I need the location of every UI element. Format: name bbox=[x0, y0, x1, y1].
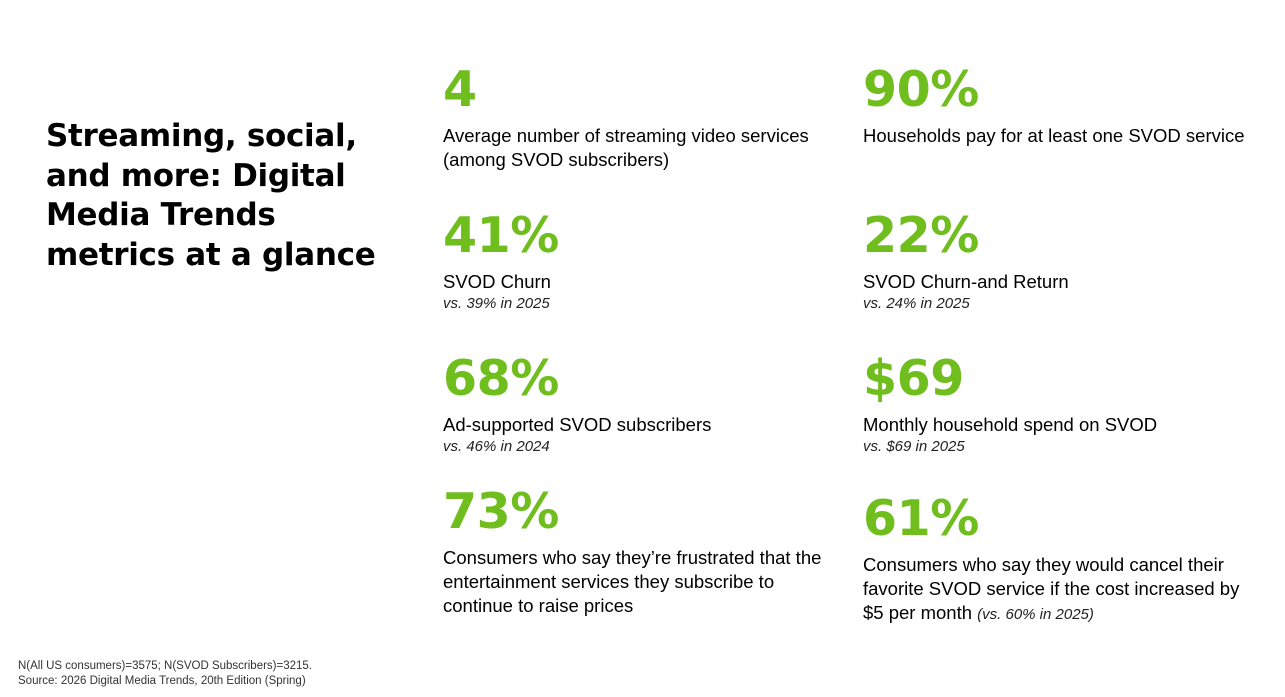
metric-value: 4 bbox=[443, 61, 477, 118]
metric-comparison: vs. 46% in 2024 bbox=[443, 438, 550, 455]
metric-churn-and-return: 22% SVOD Churn-and Return vs. 24% in 202… bbox=[863, 210, 1248, 314]
metric-households-svod: 90% Households pay for at least one SVOD… bbox=[863, 64, 1248, 148]
metric-value: 73% bbox=[443, 483, 559, 540]
footnote: N(All US consumers)=3575; N(SVOD Subscri… bbox=[18, 659, 312, 688]
metric-frustrated-prices: 73% Consumers who say they’re frustrated… bbox=[443, 486, 828, 618]
metric-value: $69 bbox=[863, 350, 964, 407]
metric-comparison: vs. 39% in 2025 bbox=[443, 295, 550, 312]
metric-label: Consumers who say they’re frustrated tha… bbox=[443, 547, 822, 616]
source-note: Source: 2026 Digital Media Trends, 20th … bbox=[18, 674, 306, 687]
metric-streaming-services: 4 Average number of streaming video serv… bbox=[443, 64, 828, 172]
metric-label: Average number of streaming video servic… bbox=[443, 125, 809, 170]
metric-monthly-spend: $69 Monthly household spend on SVOD vs. … bbox=[863, 353, 1248, 457]
metric-label: SVOD Churn-and Return bbox=[863, 271, 1069, 292]
metric-value: 41% bbox=[443, 207, 559, 264]
metric-comparison: vs. $69 in 2025 bbox=[863, 438, 965, 455]
metric-value: 90% bbox=[863, 61, 979, 118]
metric-value: 68% bbox=[443, 350, 559, 407]
metric-label: Consumers who say they would cancel thei… bbox=[863, 554, 1240, 623]
metric-would-cancel: 61% Consumers who say they would cancel … bbox=[863, 493, 1258, 627]
metric-label: SVOD Churn bbox=[443, 271, 551, 292]
metric-label-wrapper: Consumers who say they would cancel thei… bbox=[863, 553, 1258, 627]
metric-comparison: vs. 24% in 2025 bbox=[863, 295, 970, 312]
metric-value: 22% bbox=[863, 207, 979, 264]
metric-svod-churn: 41% SVOD Churn vs. 39% in 2025 bbox=[443, 210, 828, 314]
metric-ad-supported: 68% Ad-supported SVOD subscribers vs. 46… bbox=[443, 353, 828, 457]
metric-label: Ad-supported SVOD subscribers bbox=[443, 414, 712, 435]
sample-size-note: N(All US consumers)=3575; N(SVOD Subscri… bbox=[18, 660, 313, 672]
metric-label: Monthly household spend on SVOD bbox=[863, 414, 1158, 435]
metric-comparison: (vs. 60% in 2025) bbox=[977, 606, 1094, 623]
page-title: Streaming, social, and more: Digital Med… bbox=[46, 118, 376, 273]
metric-value: 61% bbox=[863, 490, 979, 547]
metric-label: Households pay for at least one SVOD ser… bbox=[863, 125, 1245, 146]
